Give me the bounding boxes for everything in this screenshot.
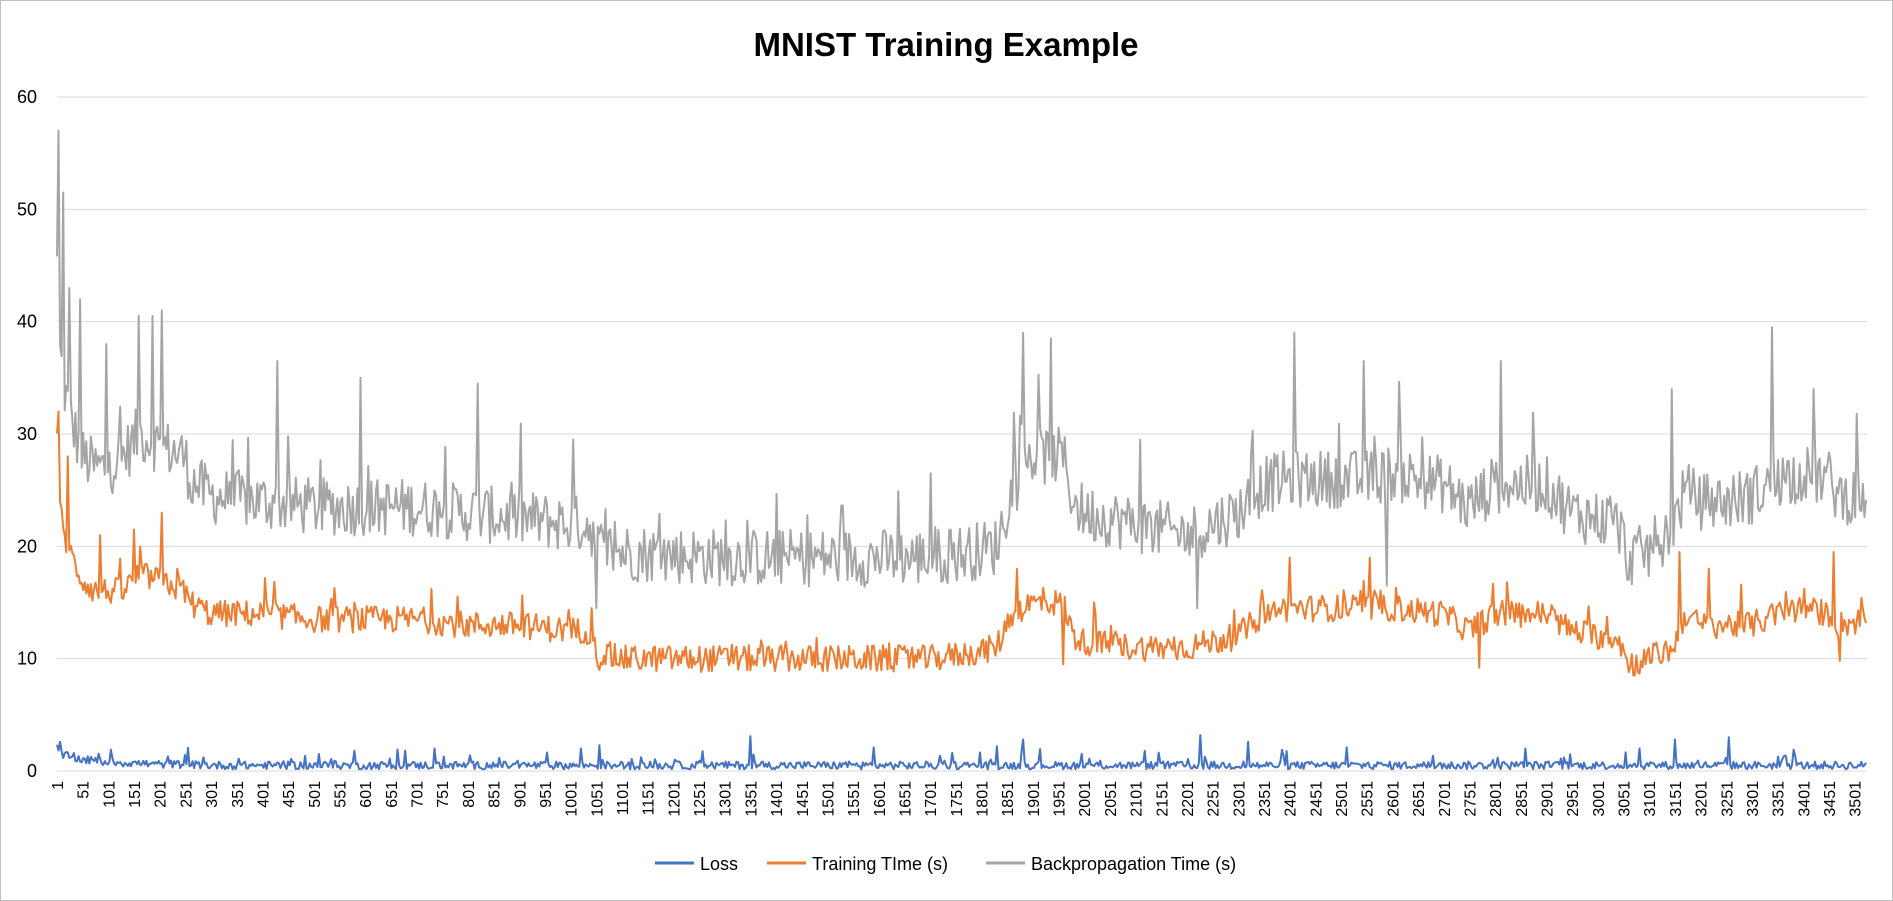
x-tick-label: 2701 bbox=[1437, 781, 1454, 817]
y-tick-label: 30 bbox=[17, 424, 37, 444]
y-tick-label: 20 bbox=[17, 536, 37, 556]
x-tick-label: 1001 bbox=[564, 781, 581, 817]
x-tick-label: 601 bbox=[358, 781, 375, 808]
x-tick-label: 2351 bbox=[1257, 781, 1274, 817]
x-tick-label: 1601 bbox=[872, 781, 889, 817]
y-axis-ticks: 0 10 20 30 40 50 60 bbox=[17, 87, 37, 781]
series-line-1 bbox=[56, 410, 1867, 677]
y-tick-label: 50 bbox=[17, 199, 37, 219]
x-tick-label: 951 bbox=[538, 781, 555, 808]
x-tick-label: 3251 bbox=[1719, 781, 1736, 817]
series-line-2 bbox=[56, 129, 1867, 610]
x-tick-label: 3201 bbox=[1694, 781, 1711, 817]
x-tick-label: 1 bbox=[50, 781, 67, 790]
x-tick-label: 1501 bbox=[820, 781, 837, 817]
x-tick-label: 2051 bbox=[1103, 781, 1120, 817]
x-tick-label: 1651 bbox=[897, 781, 914, 817]
x-tick-label: 351 bbox=[230, 781, 247, 808]
x-tick-label: 2451 bbox=[1308, 781, 1325, 817]
x-tick-label: 1351 bbox=[743, 781, 760, 817]
x-tick-label: 2301 bbox=[1231, 781, 1248, 817]
y-tick-label: 40 bbox=[17, 312, 37, 332]
x-tick-label: 551 bbox=[332, 781, 349, 808]
series-line-0 bbox=[56, 734, 1867, 771]
x-tick-label: 451 bbox=[281, 781, 298, 808]
x-tick-label: 2651 bbox=[1411, 781, 1428, 817]
legend-label-training-time: Training TIme (s) bbox=[812, 854, 948, 874]
x-tick-label: 3301 bbox=[1745, 781, 1762, 817]
chart-title: MNIST Training Example bbox=[753, 26, 1138, 63]
y-tick-label: 0 bbox=[27, 761, 37, 781]
x-tick-label: 2801 bbox=[1488, 781, 1505, 817]
x-tick-label: 1401 bbox=[769, 781, 786, 817]
x-tick-label: 2501 bbox=[1334, 781, 1351, 817]
x-tick-label: 2201 bbox=[1180, 781, 1197, 817]
x-tick-label: 651 bbox=[384, 781, 401, 808]
x-tick-label: 1251 bbox=[692, 781, 709, 817]
x-tick-label: 701 bbox=[410, 781, 427, 808]
x-tick-label: 3001 bbox=[1591, 781, 1608, 817]
x-tick-label: 2151 bbox=[1154, 781, 1171, 817]
x-tick-label: 151 bbox=[127, 781, 144, 808]
x-tick-label: 901 bbox=[512, 781, 529, 808]
x-tick-label: 751 bbox=[435, 781, 452, 808]
x-tick-label: 3401 bbox=[1796, 781, 1813, 817]
x-tick-label: 2551 bbox=[1360, 781, 1377, 817]
x-tick-label: 2001 bbox=[1077, 781, 1094, 817]
x-tick-label: 1701 bbox=[923, 781, 940, 817]
x-tick-label: 3451 bbox=[1822, 781, 1839, 817]
x-tick-label: 1801 bbox=[975, 781, 992, 817]
x-tick-label: 851 bbox=[487, 781, 504, 808]
x-axis-ticks: 1 51 101 151 201 251 301 351 401 451 501 551 601 651 7… bbox=[50, 781, 1865, 817]
x-tick-label: 201 bbox=[153, 781, 170, 808]
x-tick-label: 3501 bbox=[1848, 781, 1865, 817]
legend-item-backpropagation-time: Backpropagation Time (s) bbox=[986, 854, 1236, 874]
x-tick-label: 801 bbox=[461, 781, 478, 808]
legend-item-training-time: Training TIme (s) bbox=[767, 854, 948, 874]
x-tick-label: 2101 bbox=[1129, 781, 1146, 817]
y-tick-label: 60 bbox=[17, 87, 37, 107]
x-tick-label: 3101 bbox=[1642, 781, 1659, 817]
x-tick-label: 2951 bbox=[1565, 781, 1582, 817]
x-tick-label: 1551 bbox=[846, 781, 863, 817]
x-tick-label: 1751 bbox=[949, 781, 966, 817]
x-tick-label: 1051 bbox=[589, 781, 606, 817]
x-tick-label: 2601 bbox=[1385, 781, 1402, 817]
x-tick-label: 3051 bbox=[1617, 781, 1634, 817]
x-tick-label: 3151 bbox=[1668, 781, 1685, 817]
x-tick-label: 1901 bbox=[1026, 781, 1043, 817]
legend: Loss Training TIme (s) Backpropagation T… bbox=[655, 854, 1236, 874]
series-lines bbox=[56, 129, 1867, 771]
x-tick-label: 1851 bbox=[1000, 781, 1017, 817]
x-tick-label: 3351 bbox=[1771, 781, 1788, 817]
x-tick-label: 1151 bbox=[641, 781, 658, 816]
x-tick-label: 1201 bbox=[666, 781, 683, 817]
x-tick-label: 251 bbox=[178, 781, 195, 808]
x-tick-label: 2401 bbox=[1283, 781, 1300, 817]
x-tick-label: 1951 bbox=[1052, 781, 1069, 817]
x-tick-label: 501 bbox=[307, 781, 324, 808]
x-tick-label: 51 bbox=[76, 781, 93, 799]
y-tick-label: 10 bbox=[17, 649, 37, 669]
x-tick-label: 2851 bbox=[1514, 781, 1531, 817]
x-tick-label: 401 bbox=[255, 781, 272, 808]
x-tick-label: 2901 bbox=[1540, 781, 1557, 817]
x-tick-label: 2751 bbox=[1462, 781, 1479, 817]
legend-label-loss: Loss bbox=[700, 854, 738, 874]
x-tick-label: 101 bbox=[101, 781, 118, 808]
x-tick-label: 1301 bbox=[718, 781, 735, 817]
x-tick-label: 301 bbox=[204, 781, 221, 808]
x-tick-label: 2251 bbox=[1206, 781, 1223, 817]
x-tick-label: 1101 bbox=[615, 781, 632, 816]
legend-label-backpropagation-time: Backpropagation Time (s) bbox=[1031, 854, 1236, 874]
legend-item-loss: Loss bbox=[655, 854, 738, 874]
x-tick-label: 1451 bbox=[795, 781, 812, 817]
gridlines bbox=[57, 96, 1867, 660]
